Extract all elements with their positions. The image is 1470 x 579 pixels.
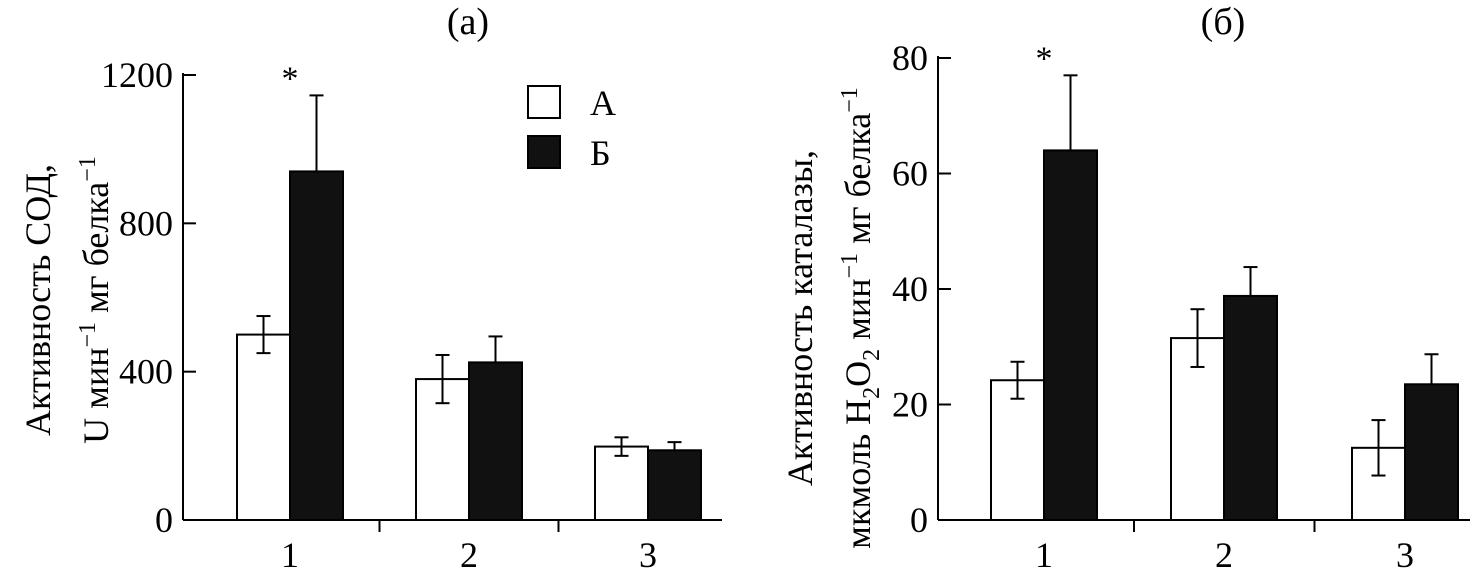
y-axis-label-line2-part: U мин	[76, 348, 116, 444]
x-tick-label: 3	[639, 535, 657, 575]
error-bar	[1243, 266, 1258, 296]
error-bar	[614, 436, 629, 457]
y-axis-label-line1-group: Активность каталазы,	[780, 150, 820, 486]
y-axis-label-line1: Активность СОД,	[18, 164, 58, 436]
y-tick-label: 20	[892, 385, 928, 425]
y-axis-label-line2: U мин−1 мг белка−1	[75, 156, 116, 444]
y-tick-label: 0	[155, 500, 173, 540]
y-tick-label: 1200	[101, 55, 173, 95]
error-bar	[256, 315, 271, 355]
y-tick-label: 400	[119, 352, 173, 392]
y-axis-label-line2-part: −1	[837, 87, 863, 113]
y-axis-label-line2-group: U мин−1 мг белка−1	[75, 156, 116, 444]
y-tick-label: 60	[892, 154, 928, 194]
significance-star: *	[282, 60, 299, 97]
bar-b-2	[468, 361, 523, 522]
error-bar	[309, 94, 324, 172]
y-axis-label-line2-part: мг белка	[76, 182, 116, 322]
error-bar	[1190, 308, 1205, 368]
x-tick-label: 3	[1396, 535, 1414, 575]
panel-title: (а)	[447, 1, 489, 43]
y-axis-label-line1: Активность каталазы,	[780, 150, 820, 486]
y-tick-label: 0	[910, 500, 928, 540]
error-bar	[1010, 360, 1025, 400]
x-tick-label: 2	[460, 535, 478, 575]
bar-b-1	[289, 170, 344, 522]
bar-a-1	[236, 333, 291, 522]
y-tick-label: 800	[119, 203, 173, 243]
error-bar	[1063, 74, 1078, 151]
y-axis-label-line2: мкмоль H2O2 мин−1 мг белка−1	[837, 87, 885, 549]
legend-label: Б	[590, 133, 611, 173]
bar-b-2	[1223, 294, 1278, 521]
x-tick-label: 2	[1215, 535, 1233, 575]
y-axis-label-line1-group: Активность СОД,	[18, 164, 58, 436]
bar-b-3	[1404, 383, 1459, 521]
legend-label: А	[590, 83, 616, 123]
y-axis-label-superscript: −1	[75, 156, 101, 182]
error-bar	[1371, 419, 1386, 477]
y-axis-label-line2-part: −1	[837, 253, 863, 279]
y-axis-label-line2-part: мг белка	[838, 113, 878, 253]
x-tick-label: 1	[1035, 535, 1053, 575]
y-axis-label-line2-group: мкмоль H2O2 мин−1 мг белка−1	[837, 87, 885, 549]
error-bar	[667, 441, 682, 451]
legend-swatch-b	[527, 135, 561, 169]
bar-a-1	[990, 379, 1045, 521]
bar-a-3	[594, 445, 649, 522]
error-bar	[1424, 353, 1439, 385]
y-axis-label-line2-part: мин	[838, 279, 878, 349]
y-axis-label-superscript: −1	[75, 322, 101, 348]
y-axis-label-line2-part: 2	[859, 349, 885, 361]
y-axis-label-line2-part: мкмоль H	[838, 399, 878, 549]
y-tick-label: 80	[892, 38, 928, 78]
legend-swatch-a	[527, 85, 561, 119]
y-axis-label-line2-part: 2	[859, 387, 885, 399]
x-tick-label: 1	[281, 535, 299, 575]
bar-b-3	[647, 449, 702, 521]
y-axis-label-line2-part: O	[838, 361, 878, 387]
y-tick-label: 40	[892, 269, 928, 309]
error-bar	[435, 353, 450, 405]
significance-star: *	[1036, 40, 1053, 77]
bar-b-1	[1043, 149, 1098, 521]
panel-title: (б)	[1201, 1, 1246, 43]
error-bar	[488, 335, 503, 363]
bar-a-2	[1170, 337, 1225, 521]
